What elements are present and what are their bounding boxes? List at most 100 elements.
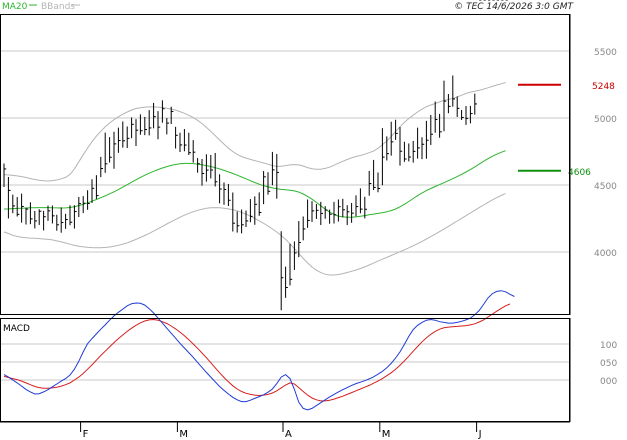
price-bar (425, 120, 429, 159)
price-bar (60, 207, 64, 233)
price-bar (192, 140, 196, 163)
price-bar (346, 205, 350, 226)
bbands-legend-label: BBands (41, 2, 75, 12)
price-bar (87, 190, 90, 210)
price-bar (69, 205, 73, 226)
ma20-legend-label: MA20 (2, 2, 28, 12)
price-bar (100, 156, 103, 178)
bb-upper-line (3, 82, 506, 182)
price-bar (227, 183, 231, 207)
price-levels: 5248 4606 (518, 82, 615, 178)
price-bar (43, 210, 46, 231)
macd-signal-line (3, 303, 511, 402)
price-bar (7, 176, 11, 219)
support-label: 4606 (568, 168, 591, 178)
price-bar (104, 132, 108, 173)
price-bar (399, 126, 403, 166)
bollinger-bands (3, 82, 506, 276)
price-bar (359, 188, 363, 214)
price-bar (25, 207, 29, 225)
price-bar (342, 198, 345, 218)
price-bar (465, 105, 469, 125)
price-bar (329, 209, 332, 224)
price-bar (170, 106, 174, 125)
price-bar (139, 114, 143, 135)
price-bar (443, 80, 447, 132)
x-tick-label: F (83, 429, 89, 440)
price-bar (381, 128, 385, 186)
macd-title: MACD (3, 324, 30, 334)
price-bar (166, 118, 169, 135)
price-bar (320, 201, 323, 226)
price-bars (3, 0, 508, 311)
x-tick-label: M (382, 429, 391, 440)
price-bar (95, 175, 99, 199)
price-bar (38, 209, 42, 225)
price-bar (34, 210, 37, 229)
price-bar (210, 154, 213, 179)
price-bar (254, 196, 257, 225)
price-bar (351, 202, 354, 223)
price-bar (21, 193, 24, 223)
price-bar (223, 182, 227, 205)
price-bar (3, 163, 7, 188)
price-bar (311, 201, 315, 222)
price-bar (219, 174, 222, 204)
price-bar (456, 96, 460, 117)
price-bar (430, 114, 433, 145)
price-bar (73, 205, 77, 229)
price-bar (461, 109, 464, 121)
price-bar (271, 151, 275, 186)
price-bar (241, 209, 244, 234)
macd-tick-label: 100 (600, 341, 617, 351)
price-bar (109, 137, 112, 163)
price-bar (293, 241, 297, 270)
price-bar (280, 231, 284, 311)
price-bar (395, 119, 398, 140)
price-bar (183, 128, 187, 152)
price-bar (421, 137, 425, 160)
price-bar (307, 199, 310, 228)
price-bar (47, 205, 51, 221)
price-panel-frame (0, 14, 570, 315)
macd-tick-label: 000 (600, 377, 617, 387)
price-bar (51, 205, 55, 224)
price-bar (175, 126, 178, 149)
price-bar (412, 140, 416, 163)
price-bar (474, 93, 477, 115)
price-bar (245, 210, 249, 227)
price-bar (144, 116, 147, 136)
price-bar (122, 121, 125, 148)
x-tick-label: J (478, 429, 482, 440)
resistance-label: 5248 (592, 82, 615, 92)
price-bar (298, 221, 301, 258)
x-tick-label: A (285, 429, 292, 440)
price-bar (29, 202, 33, 225)
price-bar (364, 196, 367, 219)
price-bar (65, 213, 68, 229)
price-bar (56, 214, 59, 231)
price-tick-label: 4000 (594, 249, 617, 259)
price-bar (263, 171, 266, 205)
price-bar (276, 154, 279, 199)
price-bar (337, 199, 341, 222)
price-bar (78, 196, 81, 218)
price-bar (161, 100, 165, 123)
price-bar (390, 121, 394, 156)
price-bar (82, 196, 86, 214)
price-bar (157, 111, 161, 140)
price-bar (135, 119, 139, 147)
price-bar (377, 172, 381, 193)
price-bar (373, 159, 376, 191)
price-bar (302, 216, 306, 241)
price-bar (355, 195, 359, 217)
price-bar (16, 197, 20, 217)
macd-line (3, 290, 515, 411)
price-grid (0, 50, 570, 253)
price-bar (258, 192, 262, 216)
price-tick-label: 5000 (594, 115, 617, 125)
price-bar (315, 204, 319, 219)
price-bar (324, 206, 328, 219)
